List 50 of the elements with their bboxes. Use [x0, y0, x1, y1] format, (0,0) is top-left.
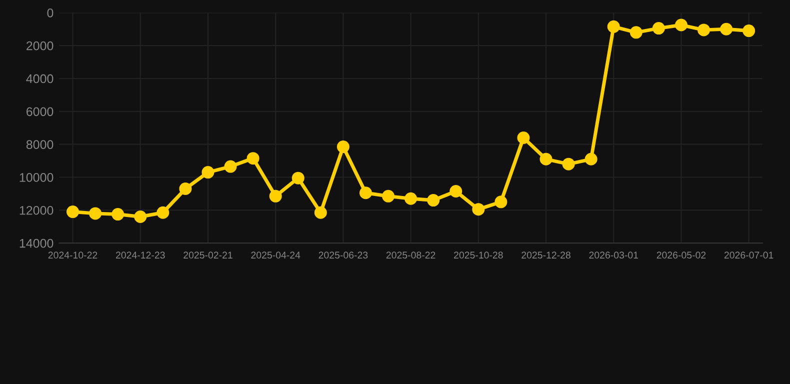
- point: [630, 26, 642, 39]
- point: [494, 196, 508, 208]
- x-tick-label: 2025-10-28: [454, 252, 503, 259]
- point: [314, 206, 327, 219]
- x-tick-label: 2025-08-22: [386, 252, 436, 259]
- point: [607, 20, 620, 33]
- point: [292, 172, 304, 184]
- point: [404, 192, 418, 205]
- x-tick-label: 2024-10-22: [48, 252, 98, 259]
- point: [382, 190, 395, 202]
- x-tick-label: 2025-02-21: [184, 252, 232, 259]
- x-tick-label: 2025-06-23: [318, 252, 368, 259]
- point: [584, 152, 598, 166]
- point: [698, 24, 710, 36]
- point: [246, 152, 260, 165]
- x-tick-label: 2025-12-28: [522, 252, 570, 259]
- y-tick-label: 2000: [26, 41, 54, 50]
- point: [674, 18, 688, 32]
- point: [517, 131, 530, 144]
- x-tick-label: 2026-05-02: [656, 252, 706, 259]
- point: [742, 24, 756, 38]
- point: [202, 166, 214, 179]
- point: [179, 182, 192, 196]
- y-tick-label: 14000: [20, 238, 54, 248]
- x-tick-label: 2024-12-23: [116, 252, 165, 259]
- point: [720, 22, 733, 36]
- point: [156, 206, 170, 219]
- point: [336, 140, 350, 154]
- point: [472, 203, 485, 216]
- point: [450, 184, 462, 198]
- y-tick-label: 8000: [26, 140, 54, 149]
- x-tick-label: 2026-07-01: [724, 252, 774, 259]
- x-tick-label: 2025-04-24: [251, 252, 300, 259]
- y-tick-label: 6000: [26, 107, 54, 116]
- y-tick-label: 4000: [26, 74, 54, 84]
- point: [89, 207, 102, 220]
- y-tick-label: 0: [47, 8, 54, 18]
- point: [427, 194, 440, 207]
- point: [359, 186, 372, 200]
- point: [112, 208, 124, 221]
- point: [134, 210, 147, 223]
- y-tick-label: 10000: [20, 173, 54, 182]
- y-tick-label: 12000: [20, 206, 54, 215]
- point: [66, 206, 80, 218]
- point: [224, 160, 237, 173]
- x-tick-label: 2026-03-01: [589, 252, 638, 259]
- point: [652, 22, 665, 35]
- point: [269, 190, 282, 202]
- point: [540, 152, 552, 166]
- point: [562, 158, 575, 170]
